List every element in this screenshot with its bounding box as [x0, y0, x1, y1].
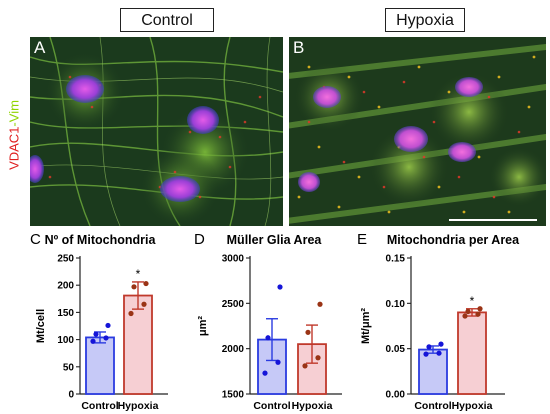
data-point-control [265, 335, 271, 341]
chart-title: Mitochondria per Area [387, 233, 520, 247]
panel-letter-a: A [34, 38, 46, 57]
data-point-hypoxia [302, 363, 308, 369]
data-point-control [423, 351, 429, 357]
panel-letter: D [194, 231, 205, 248]
chart-number-of-mitochondria: C Nº of Mitochondria Mt/cell 0 50 100 150 200 25… [30, 231, 168, 412]
y-tick-label: 200 [57, 281, 74, 292]
data-point-control [438, 341, 444, 347]
y-tick-label: 3000 [222, 254, 245, 265]
micrograph-hypoxia: B [289, 37, 546, 226]
x-tick-label: Hypoxia [118, 400, 159, 412]
y-tick-label: 150 [57, 308, 74, 319]
chart-title: Müller Glia Area [227, 233, 323, 247]
data-point-hypoxia [128, 310, 134, 317]
bar-hypoxia [457, 311, 487, 395]
y-tick-label: 0.05 [386, 344, 406, 355]
stain-label: VDAC1-Vim [4, 50, 24, 220]
data-point-control [426, 344, 432, 350]
data-point-hypoxia [465, 308, 471, 315]
y-tick-label: 0 [68, 390, 74, 401]
y-tick-label: 0.10 [386, 299, 406, 310]
y-tick-label: 0.00 [386, 390, 406, 401]
panel-letter: C [30, 231, 41, 248]
data-point-control [275, 359, 281, 365]
significance-marker: * [136, 267, 141, 281]
stain-label-vim: Vim [6, 100, 22, 123]
chart-title: Nº of Mitochondria [45, 233, 157, 247]
data-point-control [436, 350, 442, 356]
stain-label-separator: - [6, 122, 22, 127]
y-tick-label: 100 [57, 335, 74, 346]
panel-letter-b: B [293, 38, 305, 57]
condition-label-control: Control [120, 8, 214, 32]
data-point-control [103, 335, 109, 341]
data-point-hypoxia [305, 329, 311, 335]
data-point-hypoxia [141, 301, 147, 307]
y-tick-label: 50 [63, 362, 75, 373]
chart-muller-glia-area: D Müller Glia Area μm² 1500 2000 2500 3000 Cont… [194, 231, 342, 412]
data-point-control [93, 331, 99, 337]
y-axis-label: Mt/cell [35, 309, 47, 343]
x-tick-label: Hypoxia [292, 400, 333, 412]
data-point-hypoxia [317, 301, 323, 307]
y-tick-label: 1500 [222, 390, 245, 401]
y-tick-label: 0.15 [386, 254, 406, 265]
data-point-control [262, 370, 268, 376]
data-point-control [90, 338, 96, 344]
condition-label-hypoxia: Hypoxia [385, 8, 465, 32]
data-point-hypoxia [475, 311, 481, 317]
y-tick-label: 2500 [222, 299, 245, 310]
data-point-hypoxia [143, 280, 149, 287]
y-tick-label: 2000 [222, 344, 245, 355]
data-point-hypoxia [462, 313, 468, 319]
data-point-control [277, 284, 283, 290]
micrograph-control: A [30, 37, 283, 226]
significance-marker: * [470, 294, 475, 308]
y-tick-label: 250 [57, 254, 74, 265]
y-axis-label: μm² [197, 316, 209, 337]
stain-label-vdac1: VDAC1 [6, 126, 22, 170]
data-point-hypoxia [315, 355, 321, 361]
x-tick-label: Control [253, 400, 290, 412]
chart-mitochondria-per-area: E Mitochondria per Area Mt/μm² 0.00 0.05 0.10… [357, 231, 520, 412]
panel-letter: E [357, 231, 367, 248]
bar-control [85, 336, 115, 395]
data-point-hypoxia [477, 306, 483, 312]
x-tick-label: Control [81, 400, 118, 412]
bar-control [418, 348, 448, 395]
bar-hypoxia [123, 294, 153, 395]
x-tick-label: Control [414, 400, 451, 412]
data-point-control [105, 322, 111, 329]
x-tick-label: Hypoxia [452, 400, 493, 412]
y-axis-label: Mt/μm² [360, 308, 372, 344]
data-point-hypoxia [131, 284, 137, 290]
